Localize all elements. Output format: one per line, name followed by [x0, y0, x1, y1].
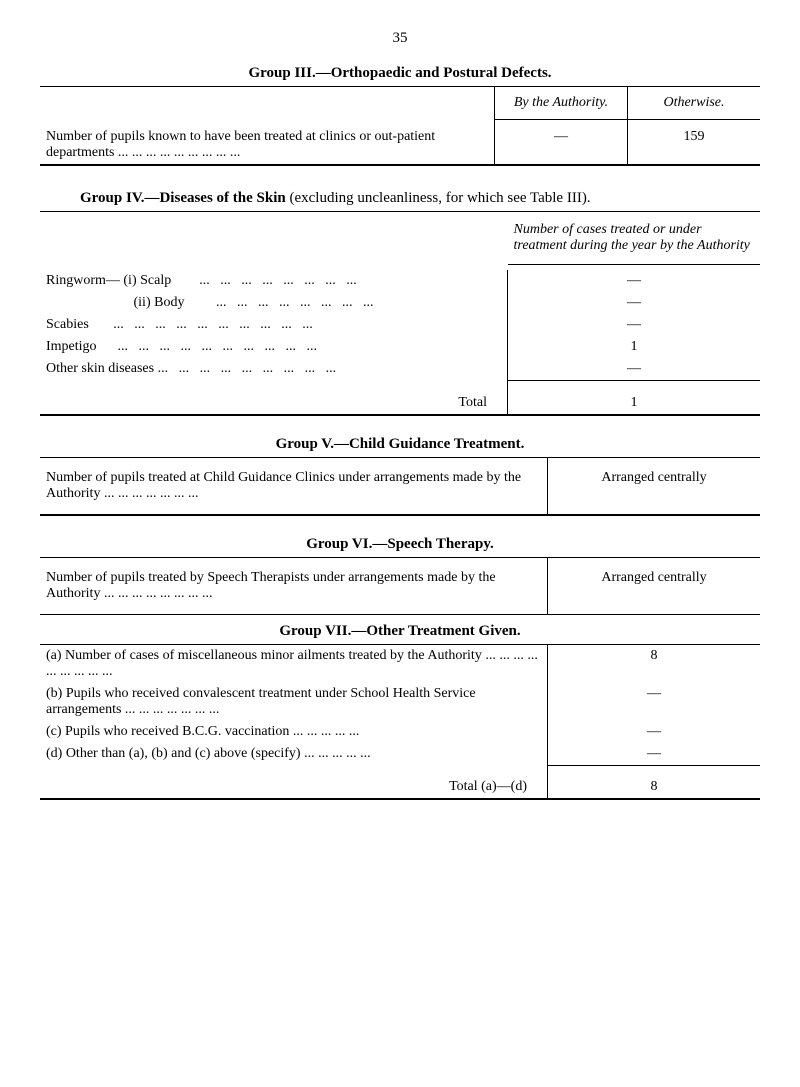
group4-row-desc: Ringworm— (i) Scalp ... ... ... ... ... … [40, 270, 508, 292]
group4-total-label: Total [40, 387, 508, 414]
group5-table: Number of pupils treated at Child Guidan… [40, 458, 760, 514]
group4-title-prefix: Group IV.—Diseases of the Skin [80, 190, 286, 206]
group7-row-desc: (a) Number of cases of miscellaneous min… [40, 645, 548, 683]
group6-desc: Number of pupils treated by Speech Thera… [40, 558, 548, 614]
group4-row-desc: Other skin diseases ... ... ... ... ... … [40, 358, 508, 381]
group4-row-val: — [508, 314, 761, 336]
group4-title-suffix: (excluding uncleanliness, for which see … [286, 190, 591, 206]
group7-total-label: Total (a)—(d) [40, 771, 548, 798]
group6-val: Arranged centrally [548, 558, 761, 614]
group7-total-val: 8 [548, 771, 761, 798]
group4-table: Number of cases treated or under treatme… [40, 212, 760, 414]
group5-title: Group V.—Child Guidance Treatment. [40, 436, 760, 453]
group3-header-col2: Otherwise. [628, 87, 761, 120]
group7-table: (a) Number of cases of miscellaneous min… [40, 645, 760, 799]
group3-row1-val1: — [495, 126, 628, 164]
group4-title: Group IV.—Diseases of the Skin (excludin… [40, 190, 760, 207]
group3-row1-desc: Number of pupils known to have been trea… [40, 126, 495, 164]
group4-row-val: — [508, 292, 761, 314]
group4-row-val: — [508, 358, 761, 381]
group3-title: Group III.—Orthopaedic and Postural Defe… [40, 65, 760, 82]
group5-val: Arranged centrally [548, 458, 761, 514]
group6-title: Group VI.—Speech Therapy. [40, 536, 760, 553]
group4-total-val: 1 [508, 387, 761, 414]
group7-row-desc: (c) Pupils who received B.C.G. vaccinati… [40, 721, 548, 743]
group7-row-val: 8 [548, 645, 761, 683]
page-number: 35 [40, 30, 760, 47]
group7-row-val: — [548, 743, 761, 766]
group7-row-val: — [548, 721, 761, 743]
group6-table: Number of pupils treated by Speech Thera… [40, 558, 760, 614]
group3-table: By the Authority. Otherwise. Number of p… [40, 87, 760, 164]
group7-row-val: — [548, 683, 761, 721]
group7-title: Group VII.—Other Treatment Given. [40, 623, 760, 640]
group7-row-desc: (b) Pupils who received convalescent tre… [40, 683, 548, 721]
group7-row-desc: (d) Other than (a), (b) and (c) above (s… [40, 743, 548, 766]
group4-row-desc: Scabies ... ... ... ... ... ... ... ... … [40, 314, 508, 336]
group3-header-col1: By the Authority. [495, 87, 628, 120]
group4-row-desc: Impetigo ... ... ... ... ... ... ... ...… [40, 336, 508, 358]
group4-row-val: — [508, 270, 761, 292]
group5-desc: Number of pupils treated at Child Guidan… [40, 458, 548, 514]
group3-row1-val2: 159 [628, 126, 761, 164]
group4-header: Number of cases treated or under treatme… [508, 212, 761, 265]
group4-row-desc: (ii) Body ... ... ... ... ... ... ... ..… [40, 292, 508, 314]
group4-row-val: 1 [508, 336, 761, 358]
